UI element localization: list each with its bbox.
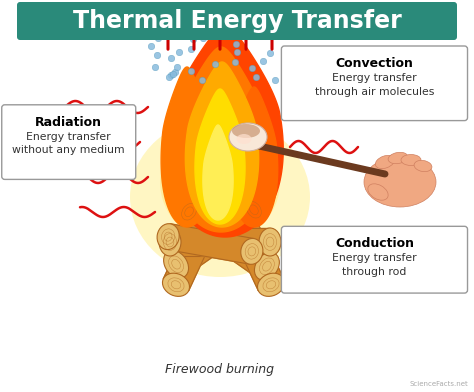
Text: Thermal Energy Transfer: Thermal Energy Transfer (73, 9, 401, 33)
Text: Energy transfer
through rod: Energy transfer through rod (332, 253, 417, 277)
Ellipse shape (255, 252, 279, 280)
Point (231, 59, 239, 65)
Point (221, 27, 229, 33)
Ellipse shape (219, 192, 246, 215)
Polygon shape (195, 89, 245, 224)
Ellipse shape (237, 134, 252, 144)
Point (173, 64, 181, 70)
Point (171, 69, 179, 75)
Point (232, 41, 240, 47)
Polygon shape (167, 27, 283, 237)
Point (220, 33, 228, 40)
Point (272, 77, 279, 83)
Polygon shape (173, 47, 268, 232)
Ellipse shape (201, 192, 228, 215)
Point (189, 36, 197, 42)
Ellipse shape (375, 155, 395, 169)
Polygon shape (185, 62, 259, 227)
Point (175, 49, 183, 55)
Point (260, 58, 267, 64)
Point (199, 34, 207, 41)
FancyBboxPatch shape (282, 226, 467, 293)
Ellipse shape (164, 250, 189, 278)
Ellipse shape (241, 238, 263, 264)
Point (198, 76, 206, 83)
FancyBboxPatch shape (17, 2, 457, 40)
Ellipse shape (163, 273, 190, 296)
Point (252, 73, 259, 80)
Point (187, 46, 195, 52)
FancyBboxPatch shape (282, 46, 467, 121)
Point (154, 35, 161, 41)
Polygon shape (161, 67, 213, 227)
Point (234, 28, 242, 34)
Text: Radiation: Radiation (35, 116, 102, 129)
Ellipse shape (177, 198, 201, 225)
Point (187, 68, 195, 74)
Ellipse shape (229, 123, 267, 151)
Point (287, 62, 294, 68)
Ellipse shape (414, 160, 432, 172)
Ellipse shape (130, 117, 310, 277)
Text: ScienceFacts.net: ScienceFacts.net (409, 381, 468, 387)
Ellipse shape (160, 122, 280, 242)
Ellipse shape (157, 224, 179, 250)
Polygon shape (220, 197, 284, 291)
Point (284, 75, 292, 81)
Text: Convection: Convection (336, 57, 413, 70)
Point (167, 54, 175, 61)
Point (234, 49, 241, 55)
Ellipse shape (159, 228, 181, 256)
Ellipse shape (388, 152, 408, 164)
Point (286, 25, 294, 31)
Point (248, 65, 256, 71)
Point (153, 52, 160, 58)
Polygon shape (203, 125, 233, 220)
Polygon shape (166, 224, 254, 264)
Point (211, 61, 219, 67)
Ellipse shape (364, 157, 436, 207)
Point (208, 30, 215, 36)
Text: Conduction: Conduction (335, 237, 414, 250)
Point (147, 42, 155, 49)
Polygon shape (164, 197, 227, 291)
Ellipse shape (257, 273, 284, 296)
Point (169, 71, 177, 77)
Polygon shape (181, 200, 275, 279)
Polygon shape (230, 87, 278, 227)
Ellipse shape (401, 154, 421, 165)
Point (171, 25, 179, 32)
Point (164, 74, 172, 80)
Point (233, 29, 240, 35)
Text: Firewood burning: Firewood burning (165, 363, 274, 376)
Ellipse shape (259, 228, 281, 256)
FancyBboxPatch shape (2, 105, 136, 180)
Text: Energy transfer
through air molecules: Energy transfer through air molecules (315, 73, 434, 96)
Point (266, 50, 274, 56)
Text: Energy transfer
without any medium: Energy transfer without any medium (12, 132, 125, 155)
Ellipse shape (241, 196, 266, 223)
Polygon shape (170, 228, 270, 256)
Ellipse shape (368, 184, 388, 200)
Point (167, 72, 175, 78)
Point (151, 64, 159, 70)
Point (284, 62, 292, 68)
Polygon shape (167, 198, 263, 276)
Ellipse shape (232, 124, 260, 138)
